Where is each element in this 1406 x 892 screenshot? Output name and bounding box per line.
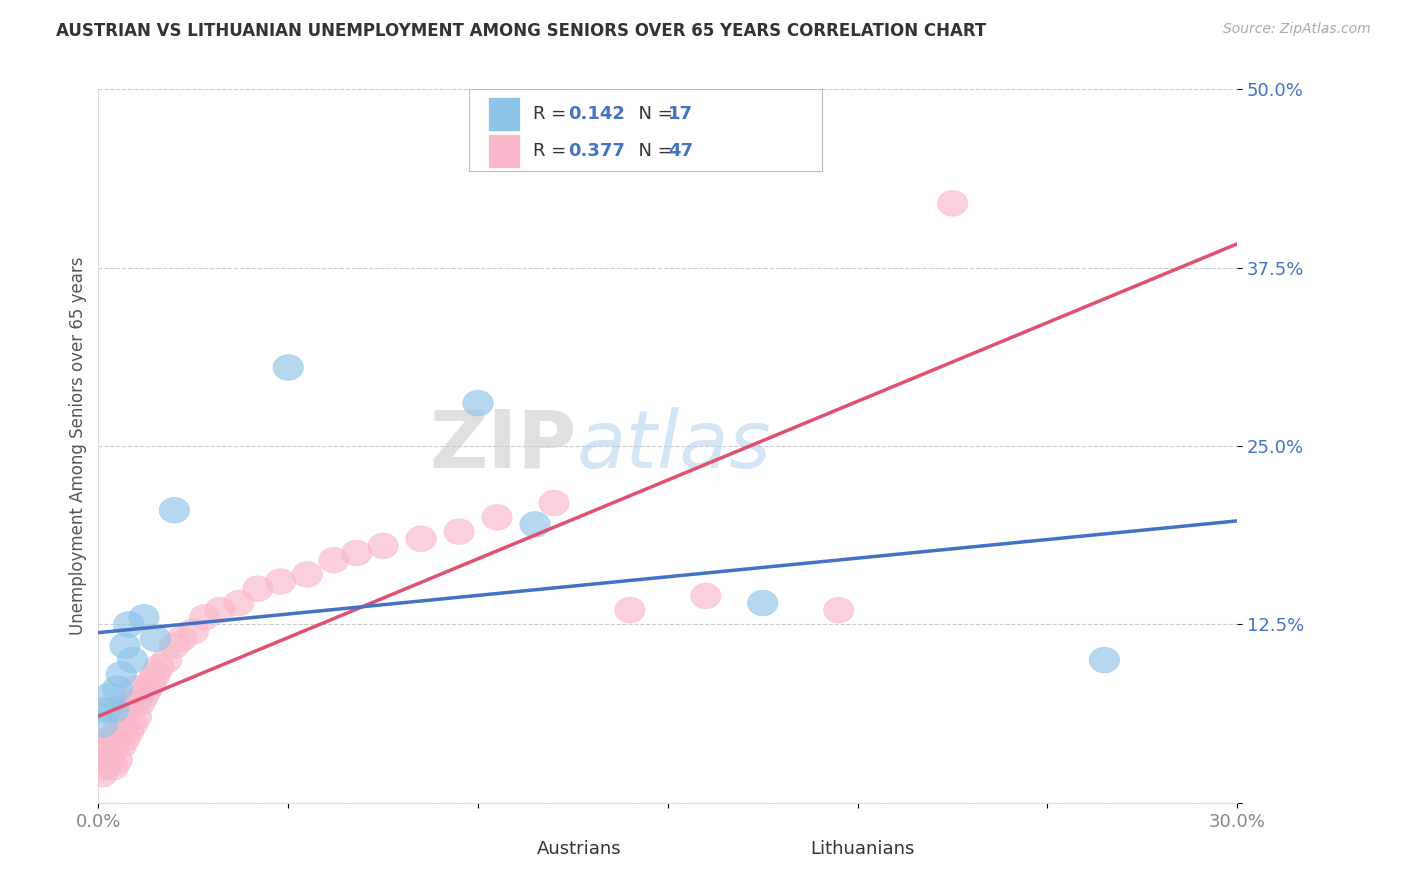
- Ellipse shape: [114, 690, 143, 715]
- FancyBboxPatch shape: [495, 837, 520, 862]
- Ellipse shape: [824, 598, 853, 623]
- Ellipse shape: [105, 733, 136, 758]
- FancyBboxPatch shape: [768, 837, 793, 862]
- Ellipse shape: [98, 698, 129, 723]
- Ellipse shape: [1090, 648, 1119, 673]
- Ellipse shape: [87, 762, 118, 787]
- Ellipse shape: [132, 676, 163, 701]
- Text: R =: R =: [533, 142, 572, 161]
- Ellipse shape: [91, 755, 121, 780]
- Ellipse shape: [110, 698, 141, 723]
- Text: Lithuanians: Lithuanians: [810, 840, 914, 858]
- Ellipse shape: [748, 591, 778, 615]
- Ellipse shape: [319, 548, 349, 573]
- Ellipse shape: [190, 605, 219, 630]
- FancyBboxPatch shape: [468, 89, 821, 171]
- Ellipse shape: [292, 562, 322, 587]
- Ellipse shape: [118, 690, 148, 715]
- Ellipse shape: [520, 512, 550, 537]
- Ellipse shape: [152, 648, 181, 673]
- Ellipse shape: [118, 712, 148, 737]
- Ellipse shape: [129, 605, 159, 630]
- Ellipse shape: [243, 576, 273, 601]
- Ellipse shape: [114, 719, 143, 744]
- Text: N =: N =: [627, 142, 678, 161]
- Ellipse shape: [444, 519, 474, 544]
- Text: atlas: atlas: [576, 407, 772, 485]
- Ellipse shape: [118, 648, 148, 673]
- Ellipse shape: [179, 619, 208, 644]
- Ellipse shape: [224, 591, 254, 615]
- Ellipse shape: [141, 662, 170, 687]
- Ellipse shape: [136, 669, 167, 694]
- Ellipse shape: [273, 355, 304, 380]
- Text: 0.377: 0.377: [568, 142, 624, 161]
- Ellipse shape: [105, 705, 136, 730]
- Ellipse shape: [94, 683, 125, 708]
- Text: N =: N =: [627, 104, 678, 123]
- Ellipse shape: [463, 391, 494, 416]
- Ellipse shape: [103, 676, 132, 701]
- Ellipse shape: [91, 698, 121, 723]
- Ellipse shape: [98, 755, 129, 780]
- Ellipse shape: [614, 598, 645, 623]
- Y-axis label: Unemployment Among Seniors over 65 years: Unemployment Among Seniors over 65 years: [69, 257, 87, 635]
- Text: ZIP: ZIP: [429, 407, 576, 485]
- Text: Source: ZipAtlas.com: Source: ZipAtlas.com: [1223, 22, 1371, 37]
- Text: 0.142: 0.142: [568, 104, 624, 123]
- Ellipse shape: [94, 747, 125, 772]
- Text: 17: 17: [668, 104, 693, 123]
- Ellipse shape: [121, 676, 152, 701]
- Ellipse shape: [342, 541, 371, 566]
- Ellipse shape: [125, 690, 155, 715]
- FancyBboxPatch shape: [488, 134, 520, 169]
- FancyBboxPatch shape: [488, 96, 520, 131]
- Ellipse shape: [159, 633, 190, 658]
- Ellipse shape: [91, 733, 121, 758]
- Ellipse shape: [98, 733, 129, 758]
- Ellipse shape: [143, 655, 174, 680]
- Ellipse shape: [103, 747, 132, 772]
- Ellipse shape: [482, 505, 512, 530]
- Text: 47: 47: [668, 142, 693, 161]
- Ellipse shape: [103, 719, 132, 744]
- Ellipse shape: [690, 583, 721, 608]
- Ellipse shape: [87, 740, 118, 765]
- Text: Austrians: Austrians: [537, 840, 621, 858]
- Ellipse shape: [141, 626, 170, 651]
- Ellipse shape: [110, 633, 141, 658]
- Ellipse shape: [205, 598, 235, 623]
- Ellipse shape: [266, 569, 295, 594]
- Ellipse shape: [167, 626, 197, 651]
- Ellipse shape: [110, 726, 141, 751]
- Ellipse shape: [121, 705, 152, 730]
- Ellipse shape: [94, 726, 125, 751]
- Ellipse shape: [129, 683, 159, 708]
- Text: R =: R =: [533, 104, 572, 123]
- Ellipse shape: [938, 191, 967, 216]
- Ellipse shape: [159, 498, 190, 523]
- Ellipse shape: [538, 491, 569, 516]
- Ellipse shape: [406, 526, 436, 551]
- Ellipse shape: [368, 533, 398, 558]
- Ellipse shape: [87, 712, 118, 737]
- Ellipse shape: [114, 612, 143, 637]
- Ellipse shape: [105, 662, 136, 687]
- Text: AUSTRIAN VS LITHUANIAN UNEMPLOYMENT AMONG SENIORS OVER 65 YEARS CORRELATION CHAR: AUSTRIAN VS LITHUANIAN UNEMPLOYMENT AMON…: [56, 22, 987, 40]
